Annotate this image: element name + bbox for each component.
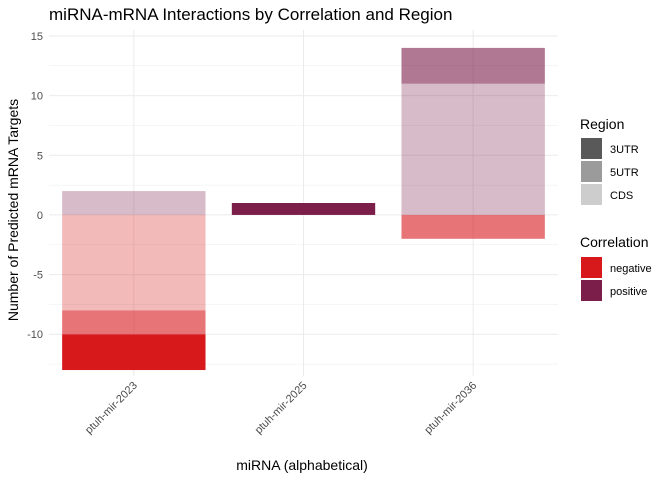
legend-region-label: CDS xyxy=(610,190,633,202)
x-tick-labels: ptuh-mir-2023 ptuh-mir-2025 ptuh-mir-2036 xyxy=(83,380,479,437)
bar-segment xyxy=(401,83,545,215)
x-tick-label: ptuh-mir-2023 xyxy=(83,380,140,437)
bars xyxy=(62,47,545,371)
y-tick-label: 10 xyxy=(31,91,43,103)
bar-segment xyxy=(401,214,545,239)
legend-region-title: Region xyxy=(580,116,624,132)
legend-correlation-swatch xyxy=(581,280,602,301)
legend-correlation: Correlation negative positive xyxy=(580,234,652,301)
y-tick-label: -10 xyxy=(27,329,43,341)
bar-segment xyxy=(62,310,206,335)
legend-region-swatch xyxy=(581,161,602,182)
chart-title: miRNA-mRNA Interactions by Correlation a… xyxy=(49,5,452,24)
bar-segment xyxy=(62,214,206,311)
legend-region: Region 3UTR 5UTR CDS xyxy=(580,116,639,205)
legend-correlation-title: Correlation xyxy=(580,234,648,250)
x-tick-label: ptuh-mir-2025 xyxy=(253,380,310,437)
y-tick-label: 15 xyxy=(31,31,43,43)
y-tick-labels: 15 10 5 0 -5 -10 xyxy=(27,31,43,341)
y-tick-label: 0 xyxy=(37,210,43,222)
bar-segment xyxy=(62,191,206,215)
y-tick-label: 5 xyxy=(37,150,43,162)
y-axis-title: Number of Predicted mRNA Targets xyxy=(5,99,21,321)
legend-region-swatch xyxy=(581,184,602,205)
bar-segment xyxy=(401,47,545,84)
legend-correlation-swatch xyxy=(581,257,602,278)
x-axis-title: miRNA (alphabetical) xyxy=(236,457,368,473)
legend-region-label: 3UTR xyxy=(610,144,639,156)
legend-correlation-label: positive xyxy=(610,286,647,298)
bar-segment xyxy=(62,334,206,371)
x-tick-label: ptuh-mir-2036 xyxy=(422,380,479,437)
legend-region-label: 5UTR xyxy=(610,167,639,179)
legend-region-swatch xyxy=(581,138,602,159)
legend-correlation-label: negative xyxy=(610,263,652,275)
bar-segment xyxy=(231,203,376,215)
y-tick-label: -5 xyxy=(33,270,43,282)
